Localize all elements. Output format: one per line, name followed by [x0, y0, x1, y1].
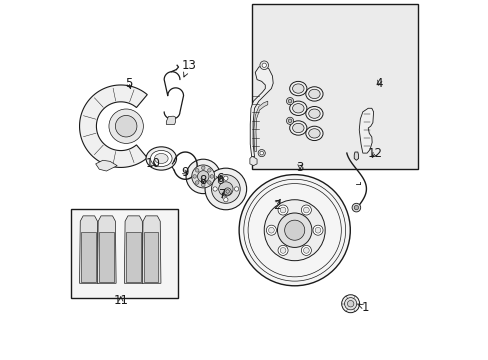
Circle shape	[195, 181, 199, 184]
Circle shape	[303, 248, 308, 253]
Circle shape	[312, 225, 323, 235]
Polygon shape	[126, 232, 140, 282]
Circle shape	[224, 188, 231, 195]
Circle shape	[195, 168, 199, 172]
Circle shape	[192, 175, 196, 178]
Ellipse shape	[289, 81, 306, 96]
Ellipse shape	[154, 153, 168, 163]
Circle shape	[210, 175, 213, 178]
Polygon shape	[96, 160, 117, 171]
Ellipse shape	[305, 107, 323, 121]
Circle shape	[201, 183, 204, 187]
Circle shape	[239, 175, 349, 286]
Circle shape	[201, 166, 204, 170]
Polygon shape	[99, 232, 113, 282]
Circle shape	[223, 198, 227, 202]
Circle shape	[218, 182, 233, 196]
Ellipse shape	[305, 87, 323, 101]
Circle shape	[353, 206, 358, 210]
Circle shape	[280, 248, 285, 253]
Circle shape	[185, 159, 220, 194]
Ellipse shape	[150, 150, 172, 167]
Circle shape	[278, 205, 287, 215]
Polygon shape	[81, 232, 96, 282]
Circle shape	[225, 190, 229, 193]
Circle shape	[207, 181, 211, 184]
Text: 13: 13	[181, 59, 196, 77]
Ellipse shape	[289, 121, 306, 135]
Circle shape	[212, 187, 217, 191]
Circle shape	[218, 179, 223, 184]
Circle shape	[109, 109, 143, 143]
Circle shape	[260, 61, 268, 69]
Polygon shape	[124, 216, 142, 283]
Circle shape	[115, 116, 137, 137]
Text: 7: 7	[219, 188, 226, 201]
Circle shape	[280, 207, 285, 213]
Circle shape	[344, 298, 356, 310]
Bar	[251, 4, 418, 169]
Polygon shape	[249, 157, 257, 166]
Text: 9: 9	[181, 166, 189, 179]
Ellipse shape	[292, 104, 304, 113]
Circle shape	[351, 203, 360, 212]
Circle shape	[191, 165, 214, 188]
Text: 3: 3	[296, 161, 303, 174]
Circle shape	[223, 176, 227, 180]
Text: 2: 2	[272, 199, 280, 212]
Circle shape	[277, 213, 311, 247]
Text: 12: 12	[367, 147, 382, 159]
Text: 4: 4	[374, 77, 382, 90]
Circle shape	[278, 246, 287, 255]
Text: 11: 11	[113, 294, 128, 307]
Text: 1: 1	[357, 301, 369, 314]
Text: 8: 8	[199, 174, 206, 186]
Polygon shape	[250, 65, 273, 157]
Ellipse shape	[308, 129, 320, 138]
Ellipse shape	[305, 126, 323, 140]
Ellipse shape	[146, 147, 176, 170]
Polygon shape	[80, 85, 147, 167]
Text: 5: 5	[125, 77, 132, 90]
Circle shape	[207, 168, 211, 172]
Circle shape	[287, 99, 291, 103]
Circle shape	[268, 227, 274, 233]
Ellipse shape	[308, 109, 320, 118]
Polygon shape	[142, 216, 161, 283]
Circle shape	[301, 205, 311, 215]
Ellipse shape	[292, 123, 304, 133]
Polygon shape	[97, 216, 116, 283]
Text: 10: 10	[145, 157, 160, 170]
Polygon shape	[144, 232, 158, 282]
Circle shape	[301, 246, 311, 255]
Polygon shape	[166, 116, 175, 125]
Circle shape	[346, 301, 353, 307]
Circle shape	[262, 63, 266, 67]
Circle shape	[197, 171, 208, 182]
Text: 6: 6	[215, 172, 223, 185]
Ellipse shape	[289, 101, 306, 116]
Circle shape	[341, 295, 359, 313]
Ellipse shape	[308, 89, 320, 99]
Circle shape	[303, 207, 308, 213]
Circle shape	[260, 151, 263, 155]
Polygon shape	[353, 152, 358, 160]
Circle shape	[258, 149, 265, 157]
Circle shape	[266, 225, 276, 235]
Circle shape	[287, 119, 291, 123]
Circle shape	[286, 117, 293, 125]
Ellipse shape	[292, 84, 304, 93]
Polygon shape	[80, 216, 98, 283]
Polygon shape	[359, 108, 373, 153]
Circle shape	[234, 187, 238, 191]
Polygon shape	[253, 101, 267, 151]
Bar	[70, 209, 178, 298]
Circle shape	[314, 227, 320, 233]
Circle shape	[211, 175, 240, 203]
Circle shape	[204, 168, 246, 210]
Circle shape	[264, 200, 325, 261]
Circle shape	[286, 98, 293, 105]
Circle shape	[284, 220, 304, 240]
